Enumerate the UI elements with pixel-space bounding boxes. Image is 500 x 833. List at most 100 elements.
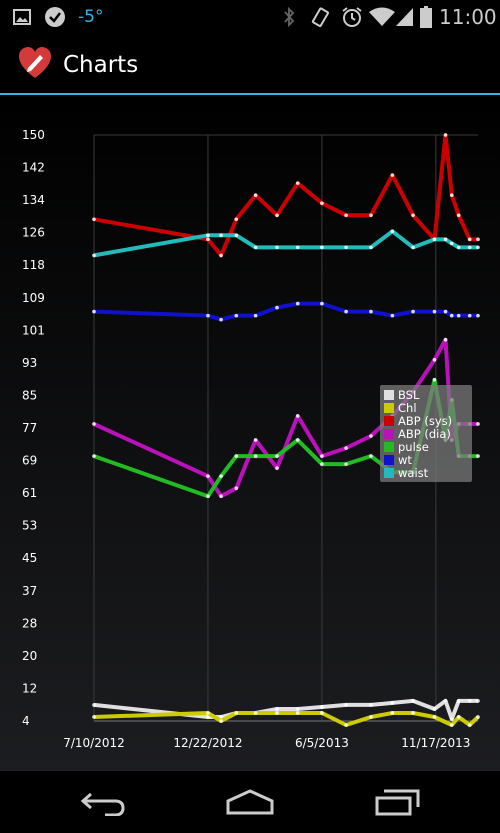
data-point — [295, 707, 300, 711]
data-point — [206, 237, 210, 242]
data-point — [390, 173, 395, 177]
legend-swatch — [384, 429, 394, 439]
data-point — [443, 133, 448, 137]
data-point — [92, 253, 96, 258]
data-point — [443, 337, 448, 342]
data-point — [467, 313, 472, 318]
data-point — [369, 309, 373, 314]
data-point — [253, 711, 258, 715]
y-tick-label: 4 — [22, 714, 30, 728]
data-point — [295, 414, 300, 418]
data-point — [295, 181, 300, 185]
check-badge-icon — [44, 0, 66, 34]
y-tick-label: 109 — [22, 291, 45, 305]
series-line-chl — [93, 711, 480, 727]
data-point — [219, 474, 223, 478]
data-point — [253, 438, 258, 442]
clock-text: 11:00 — [439, 5, 497, 29]
y-tick-label: 118 — [22, 258, 45, 272]
data-point — [344, 446, 348, 450]
y-tick-label: 45 — [22, 551, 37, 565]
data-point — [449, 723, 454, 727]
data-point — [411, 699, 415, 703]
wifi-icon — [369, 0, 395, 34]
data-point — [476, 313, 480, 318]
data-point — [456, 715, 461, 719]
data-point — [443, 699, 448, 703]
data-point — [476, 422, 480, 426]
data-point — [467, 723, 472, 727]
alarm-icon — [341, 0, 363, 34]
legend-label: wt — [398, 453, 412, 467]
data-point — [476, 699, 480, 703]
data-point — [390, 229, 395, 234]
data-point — [275, 707, 279, 711]
data-point — [467, 245, 472, 250]
data-point — [476, 245, 480, 250]
data-point — [92, 422, 96, 426]
data-point — [456, 313, 461, 318]
heart-pencil-icon[interactable] — [18, 46, 52, 84]
navigation-bar — [0, 771, 500, 833]
x-tick-label: 7/10/2012 — [63, 736, 125, 750]
data-point — [432, 237, 437, 242]
data-point — [443, 237, 448, 242]
y-tick-label: 53 — [22, 519, 37, 533]
data-point — [92, 454, 96, 458]
data-point — [275, 245, 279, 250]
data-point — [456, 699, 461, 703]
back-button[interactable] — [58, 771, 148, 833]
data-point — [449, 241, 454, 246]
data-point — [295, 438, 300, 442]
series-line-abp-sys- — [93, 133, 478, 258]
y-tick-label: 93 — [22, 356, 37, 370]
data-point — [390, 701, 395, 705]
data-point — [234, 486, 239, 491]
data-point — [275, 711, 279, 715]
legend-swatch — [384, 442, 394, 452]
x-tick-label: 11/17/2013 — [401, 736, 470, 750]
y-tick-label: 85 — [22, 388, 37, 402]
data-point — [275, 454, 279, 458]
data-point — [432, 309, 437, 314]
data-point — [206, 715, 210, 719]
data-point — [390, 313, 395, 318]
y-tick-label: 28 — [22, 616, 37, 630]
data-point — [219, 494, 223, 499]
home-button[interactable] — [205, 771, 295, 833]
data-point — [234, 217, 239, 222]
data-point — [344, 245, 348, 250]
data-point — [206, 313, 210, 318]
data-point — [320, 454, 324, 458]
legend-label: Chl — [398, 401, 417, 415]
data-point — [344, 462, 348, 466]
chart: 150 142 134 126 118 109 101 93 85 77 69 61 53 45 37 28 2… — [22, 128, 480, 750]
action-bar-divider — [0, 93, 500, 95]
data-point — [320, 301, 324, 306]
data-point — [467, 699, 472, 703]
data-point — [432, 707, 437, 711]
data-point — [219, 253, 223, 258]
data-point — [411, 213, 415, 218]
data-point — [320, 711, 324, 715]
data-point — [344, 213, 348, 218]
data-point — [275, 466, 279, 470]
bluetooth-icon — [283, 0, 295, 34]
series-line-waist — [93, 229, 478, 258]
home-icon — [226, 789, 274, 815]
legend-swatch — [384, 455, 394, 465]
data-point — [369, 715, 373, 719]
data-point — [449, 717, 454, 721]
data-point — [234, 313, 239, 318]
data-point — [344, 309, 348, 314]
legend-swatch — [384, 403, 394, 413]
data-point — [369, 434, 373, 438]
data-point — [219, 715, 223, 719]
legend-label: ABP (dia) — [398, 427, 451, 441]
data-point — [467, 237, 472, 242]
recent-apps-button[interactable] — [352, 771, 442, 833]
x-tick-label: 12/22/2012 — [173, 736, 242, 750]
data-point — [476, 454, 480, 458]
y-tick-label: 37 — [22, 584, 37, 598]
data-point — [369, 703, 373, 707]
